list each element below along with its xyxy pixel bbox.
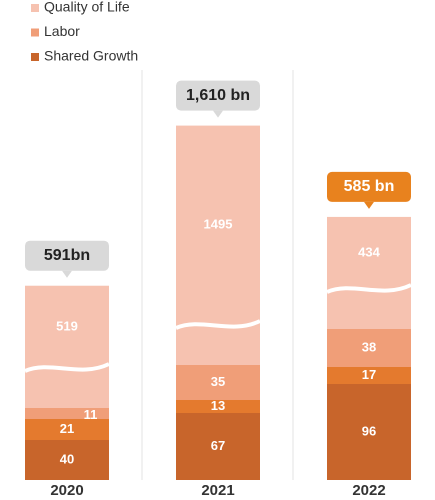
x-tick-label: 2021	[201, 482, 234, 499]
total-label: 1,610 bn	[186, 87, 250, 104]
segment-label: 17	[362, 367, 376, 382]
bar-segment	[327, 367, 411, 384]
bar-segment	[25, 440, 109, 480]
bar-segment	[176, 413, 260, 480]
legend-label: Labor	[44, 23, 80, 39]
bar-segment	[25, 285, 109, 408]
bar-segment	[176, 400, 260, 413]
total-callout	[25, 240, 109, 271]
segment-label: 35	[211, 374, 225, 389]
x-tick-label: 2022	[352, 482, 385, 499]
callout-pointer	[364, 201, 374, 209]
segment-label: 38	[362, 339, 376, 354]
bar-segment	[327, 216, 411, 329]
segment-label: 67	[211, 438, 225, 453]
legend-swatch	[31, 4, 39, 12]
total-label: 585 bn	[344, 178, 395, 195]
bar-segment	[176, 125, 260, 365]
x-tick-label: 2020	[50, 482, 83, 499]
legend-swatch	[31, 53, 39, 61]
segment-label: 13	[211, 398, 225, 413]
total-callout	[176, 80, 260, 111]
bar-segment	[327, 329, 411, 367]
legend-label: Shared Growth	[44, 48, 138, 64]
bar-segment	[25, 408, 109, 419]
callout-pointer	[213, 110, 223, 118]
bar-segment	[25, 419, 109, 440]
legend-label: Quality of Life	[44, 0, 130, 15]
segment-label: 434	[358, 244, 380, 259]
bar-segment	[176, 365, 260, 400]
bar-segment	[327, 384, 411, 480]
segment-label: 519	[56, 318, 78, 333]
break-mark	[326, 283, 412, 294]
segment-label: 11	[84, 407, 98, 422]
callout-pointer	[62, 270, 72, 278]
segment-label: 40	[60, 451, 74, 466]
segment-label: 96	[362, 423, 376, 438]
break-mark	[175, 319, 261, 330]
total-callout	[327, 171, 411, 202]
segment-label: 1495	[204, 217, 233, 232]
legend-swatch	[31, 28, 39, 37]
segment-label: 21	[60, 421, 74, 436]
total-label: 591bn	[44, 247, 90, 264]
break-mark	[24, 362, 110, 373]
